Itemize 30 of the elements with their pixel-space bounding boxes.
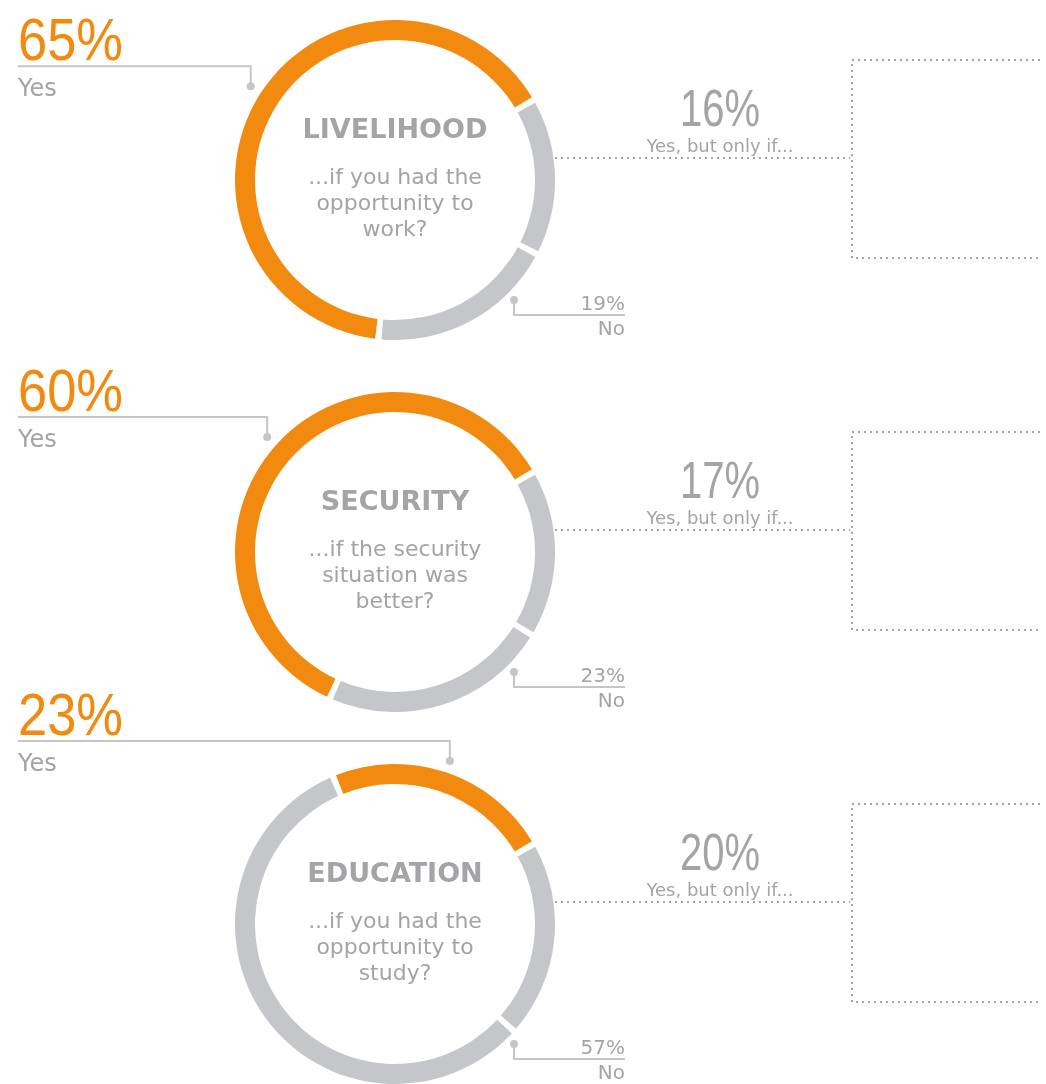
text: EDUCATION [307, 857, 483, 888]
slice-label: No [597, 316, 625, 340]
slice-label: Yes [17, 74, 57, 103]
donut-slice [235, 777, 512, 1084]
text: ...if you had the opportunity to work? [308, 164, 482, 241]
donut-slice [500, 846, 555, 1029]
text: SECURITY [320, 485, 470, 516]
donut-slice [332, 626, 531, 712]
text: LIVELIHOOD [302, 113, 488, 144]
data-label: 17% [680, 451, 785, 509]
data-label: 23% [580, 663, 625, 687]
slice-label: Yes [17, 424, 57, 453]
data-label: 60% [18, 356, 139, 424]
slice-label: Yes, but only if... [645, 135, 794, 156]
slice-label: No [597, 688, 625, 712]
data-label: 23% [18, 680, 139, 748]
text: ...if the security situation was better? [308, 536, 482, 613]
slice-label: Yes [17, 748, 57, 777]
data-label: 16% [680, 79, 785, 137]
data-label: 20% [680, 823, 785, 881]
slice-label: Yes, but only if... [645, 879, 794, 900]
donut-slice [335, 764, 532, 852]
slice-label: No [597, 1060, 625, 1084]
slice-label: Yes, but only if... [645, 507, 794, 528]
data-label: 57% [580, 1035, 625, 1059]
text: ...if you had the opportunity to study? [308, 908, 482, 985]
donut-slice [235, 392, 532, 697]
donut-slice [516, 474, 555, 633]
data-label: 65% [18, 6, 139, 74]
data-label: 19% [580, 291, 625, 315]
